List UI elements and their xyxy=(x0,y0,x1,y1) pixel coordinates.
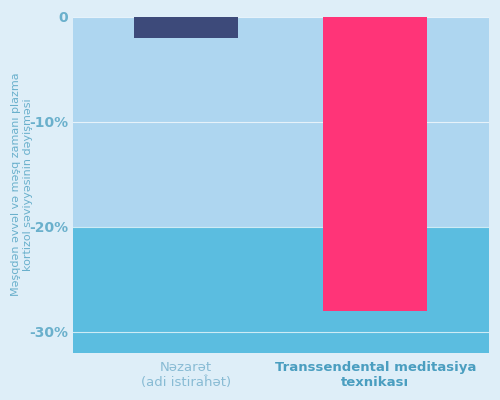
Bar xyxy=(73,226,489,352)
Bar xyxy=(324,17,428,310)
Bar xyxy=(73,17,489,226)
Y-axis label: Məşqdən əvvəl və məşq zamanı plazma
kortizol səviyyəsinin dəyişməsi: Məşqdən əvvəl və məşq zamanı plazma kort… xyxy=(11,73,32,296)
Bar xyxy=(134,17,238,38)
